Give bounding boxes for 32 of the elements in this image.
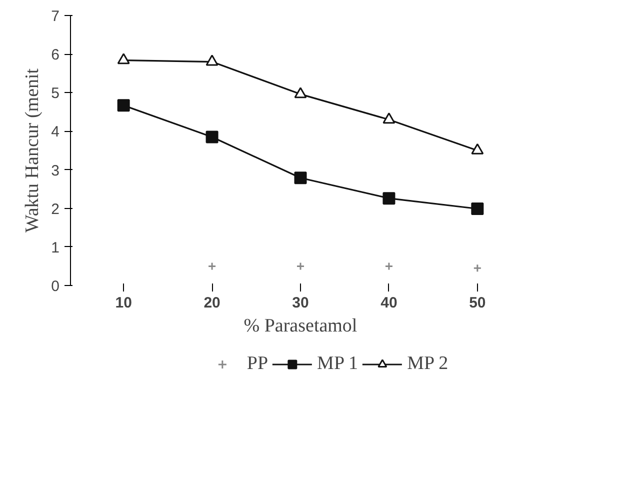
y-tick-label: 4	[51, 124, 60, 141]
point	[117, 99, 130, 112]
point	[382, 112, 396, 124]
point	[296, 262, 305, 270]
legend-label: MP 1	[317, 353, 358, 375]
point	[471, 202, 484, 215]
x-axis-title: % Parasetamol	[244, 316, 358, 336]
legend-label: PP	[246, 353, 268, 375]
legend-label: MP 2	[407, 353, 448, 375]
y-tick-label: 3	[51, 162, 60, 180]
point	[384, 262, 394, 270]
point	[206, 130, 218, 144]
y-tick-label: 6	[51, 46, 60, 64]
x-tick-label: 20	[204, 294, 220, 312]
y-tick-label: 0	[51, 278, 60, 295]
point	[294, 87, 307, 98]
x-tick-label: 10	[115, 294, 132, 312]
x-tick-label: 40	[380, 294, 398, 312]
x-tick-label: 30	[292, 294, 309, 312]
point	[382, 192, 396, 205]
point	[117, 53, 130, 64]
point	[206, 54, 218, 66]
y-tick-label: 1	[51, 239, 60, 256]
point	[471, 143, 484, 154]
x-tick-label: 50	[469, 294, 486, 312]
y-axis-title: Waktu Hancur (menit	[22, 68, 44, 233]
point	[294, 172, 307, 184]
y-tick-label: 7	[51, 8, 60, 25]
y-tick-label: 5	[51, 85, 60, 102]
point	[473, 264, 482, 272]
y-tick-label: 2	[51, 200, 60, 218]
point	[208, 262, 216, 270]
